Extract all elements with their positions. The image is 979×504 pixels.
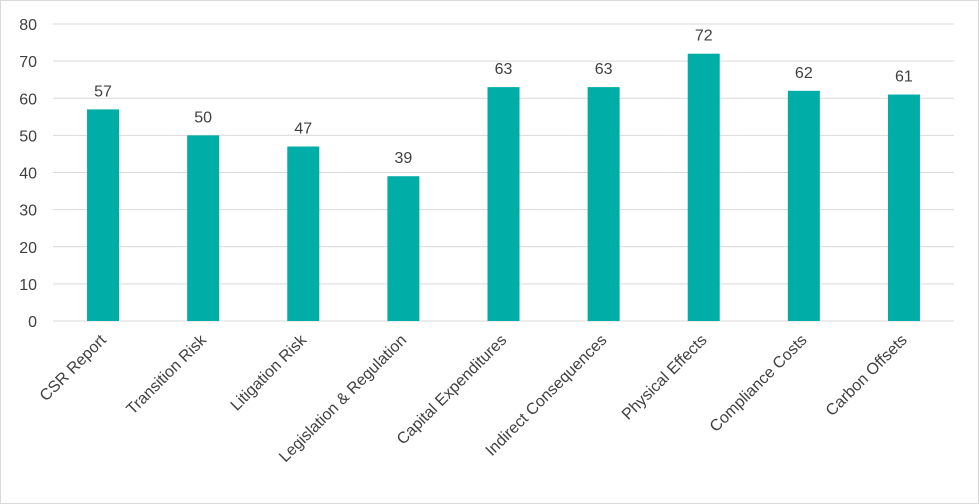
x-tick-label: Transition Risk (124, 331, 211, 418)
x-tick-label: Compliance Costs (707, 332, 811, 436)
y-tick-label: 60 (19, 91, 37, 108)
y-tick-label: 30 (19, 203, 37, 220)
bar (787, 90, 820, 321)
data-label: 62 (795, 65, 813, 82)
data-label: 72 (695, 28, 713, 45)
y-tick-label: 0 (28, 314, 37, 331)
data-label: 47 (294, 121, 312, 138)
data-label: 63 (595, 61, 613, 78)
bar (287, 146, 320, 321)
bar (687, 53, 720, 321)
x-tick-label: Physical Effects (619, 332, 711, 424)
data-label: 50 (194, 109, 212, 126)
y-tick-label: 50 (19, 128, 37, 145)
y-tick-label: 40 (19, 166, 37, 183)
bar (87, 109, 120, 321)
y-tick-label: 10 (19, 277, 37, 294)
bar (487, 87, 520, 321)
data-label: 39 (394, 150, 412, 167)
data-label: 63 (495, 61, 513, 78)
x-tick-label: Carbon Offsets (823, 332, 911, 420)
bar (887, 94, 920, 321)
x-tick-label: Capital Expenditures (394, 332, 510, 448)
x-tick-label: CSR Report (37, 331, 110, 404)
bar (387, 176, 420, 321)
x-tick-label: Litigation Risk (228, 331, 311, 414)
y-tick-label: 80 (19, 17, 37, 34)
bar (587, 87, 620, 321)
data-label: 61 (895, 69, 913, 86)
data-label: 57 (94, 83, 112, 100)
y-tick-label: 70 (19, 54, 37, 71)
bar (187, 135, 220, 321)
y-tick-label: 20 (19, 240, 37, 257)
